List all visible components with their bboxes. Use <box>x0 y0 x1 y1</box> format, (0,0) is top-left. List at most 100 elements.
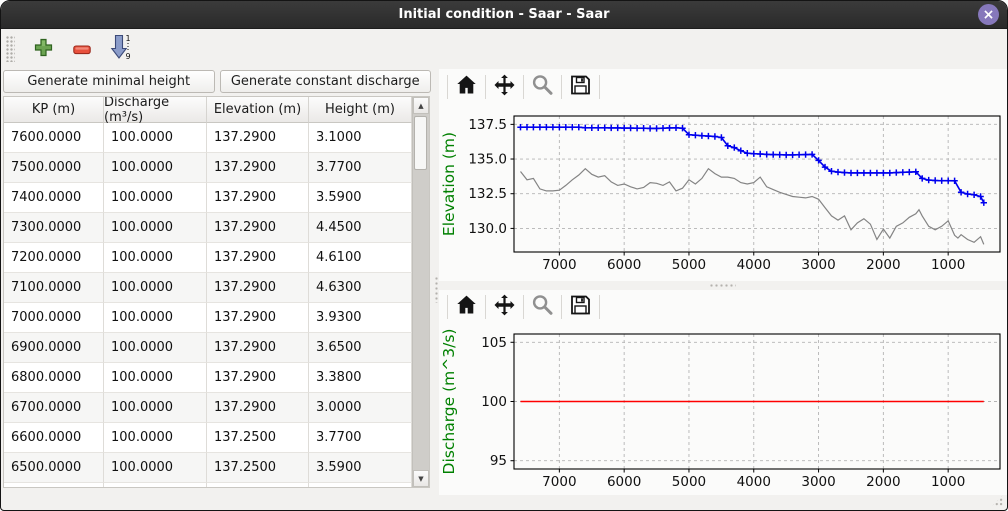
table-row[interactable]: 7500.0000 100.0000 137.2900 3.7700 <box>4 153 412 183</box>
column-header-height[interactable]: Height (m) <box>309 97 412 123</box>
table-cell[interactable]: 4.6300 <box>309 273 412 303</box>
table-cell[interactable]: 100.0000 <box>104 123 207 153</box>
scroll-down-button[interactable]: ▼ <box>413 470 429 487</box>
table-cell[interactable]: 100.0000 <box>104 363 207 393</box>
table-row[interactable]: 7000.0000 100.0000 137.2900 3.9300 <box>4 303 412 333</box>
toolbar-separator <box>485 295 486 319</box>
initial-condition-panel: Generate minimal height Generate constan… <box>1 69 433 510</box>
table-cell[interactable]: 137.2900 <box>207 183 309 213</box>
row-toolbar: 1 9 <box>1 29 1007 69</box>
table-cell[interactable]: 100.0000 <box>104 273 207 303</box>
table-cell[interactable]: 137.2900 <box>207 393 309 423</box>
table-row[interactable]: 7100.0000 100.0000 137.2900 4.6300 <box>4 273 412 303</box>
table-row[interactable]: 7600.0000 100.0000 137.2900 3.1000 <box>4 123 412 153</box>
pan-button[interactable] <box>491 74 518 101</box>
svg-text:7000: 7000 <box>542 257 576 273</box>
table-cell[interactable]: 100.0000 <box>104 333 207 363</box>
column-header-elevation[interactable]: Elevation (m) <box>207 97 309 123</box>
table-row[interactable] <box>4 483 412 487</box>
home-button[interactable] <box>453 74 480 101</box>
table-cell[interactable]: 7500.0000 <box>4 153 104 183</box>
table-cell[interactable]: 4.4500 <box>309 213 412 243</box>
table-row[interactable]: 7400.0000 100.0000 137.2900 3.5900 <box>4 183 412 213</box>
table-row[interactable]: 6800.0000 100.0000 137.2900 3.3800 <box>4 363 412 393</box>
table-cell[interactable]: 6700.0000 <box>4 393 104 423</box>
plots-splitter[interactable] <box>439 281 1007 290</box>
generate-minimal-height-button[interactable]: Generate minimal height <box>3 70 215 93</box>
table-cell[interactable]: 6800.0000 <box>4 363 104 393</box>
table-cell[interactable] <box>4 483 104 487</box>
resize-grip-icon[interactable] <box>991 494 1004 507</box>
sort-rows-button[interactable]: 1 9 <box>108 34 134 62</box>
table-cell[interactable]: 137.2900 <box>207 363 309 393</box>
scroll-up-button[interactable]: ▲ <box>413 97 429 114</box>
zoom-button[interactable] <box>529 74 556 101</box>
save-button[interactable] <box>567 294 594 321</box>
column-header-discharge[interactable]: Discharge (m³/s) <box>104 97 207 125</box>
table-cell[interactable]: 3.5900 <box>309 183 412 213</box>
delete-row-button[interactable] <box>69 36 95 62</box>
table-cell[interactable] <box>309 483 412 487</box>
zoom-button[interactable] <box>529 294 556 321</box>
table-cell[interactable]: 137.2900 <box>207 123 309 153</box>
table-header: KP (m) Discharge (m³/s) Elevation (m) He… <box>4 97 412 125</box>
table-cell[interactable]: 137.2900 <box>207 153 309 183</box>
table-cell[interactable]: 137.2900 <box>207 243 309 273</box>
table-cell[interactable]: 7400.0000 <box>4 183 104 213</box>
table-cell[interactable]: 3.7700 <box>309 153 412 183</box>
toolbar-grip[interactable] <box>6 36 15 62</box>
table-cell[interactable]: 100.0000 <box>104 243 207 273</box>
pan-button[interactable] <box>491 294 518 321</box>
titlebar[interactable]: Initial condition - Saar - Saar × <box>1 1 1007 29</box>
table-cell[interactable]: 7100.0000 <box>4 273 104 303</box>
table-cell[interactable]: 137.2900 <box>207 303 309 333</box>
table-cell[interactable]: 7000.0000 <box>4 303 104 333</box>
table-cell[interactable]: 3.6500 <box>309 333 412 363</box>
table-cell[interactable]: 100.0000 <box>104 153 207 183</box>
table-cell[interactable]: 100.0000 <box>104 213 207 243</box>
add-row-button[interactable] <box>30 36 56 62</box>
close-button[interactable]: × <box>978 4 999 25</box>
table-cell[interactable]: 137.2500 <box>207 423 309 453</box>
table-cell[interactable]: 7200.0000 <box>4 243 104 273</box>
table-cell[interactable]: 6900.0000 <box>4 333 104 363</box>
table-cell[interactable]: 6600.0000 <box>4 423 104 453</box>
table-row[interactable]: 7200.0000 100.0000 137.2900 4.6100 <box>4 243 412 273</box>
table-cell[interactable]: 7600.0000 <box>4 123 104 153</box>
scrollbar-thumb[interactable] <box>414 116 427 170</box>
table-row[interactable]: 6500.0000 100.0000 137.2500 3.5900 <box>4 453 412 483</box>
table-cell[interactable]: 3.7700 <box>309 423 412 453</box>
table-cell[interactable] <box>104 483 207 487</box>
table-cell[interactable]: 137.2500 <box>207 453 309 483</box>
table-cell[interactable] <box>207 483 309 487</box>
table-row[interactable]: 6600.0000 100.0000 137.2500 3.7700 <box>4 423 412 453</box>
table-cell[interactable]: 3.3800 <box>309 363 412 393</box>
table-cell[interactable]: 3.1000 <box>309 123 412 153</box>
table-cell[interactable]: 3.0000 <box>309 393 412 423</box>
table-row[interactable]: 7300.0000 100.0000 137.2900 4.4500 <box>4 213 412 243</box>
table-cell[interactable]: 4.6100 <box>309 243 412 273</box>
table-cell[interactable]: 100.0000 <box>104 183 207 213</box>
save-button[interactable] <box>567 74 594 101</box>
table-scrollbar[interactable]: ▲ ▼ <box>412 97 429 487</box>
table-cell[interactable]: 3.5900 <box>309 453 412 483</box>
table-cell[interactable]: 7300.0000 <box>4 213 104 243</box>
table-cell[interactable]: 100.0000 <box>104 423 207 453</box>
table-row[interactable]: 6700.0000 100.0000 137.2900 3.0000 <box>4 393 412 423</box>
table-cell[interactable]: 100.0000 <box>104 303 207 333</box>
table-cell[interactable]: 3.9300 <box>309 303 412 333</box>
svg-text:6000: 6000 <box>607 474 641 490</box>
minus-icon <box>73 40 91 59</box>
table-cell[interactable]: 137.2900 <box>207 213 309 243</box>
table-cell[interactable]: 137.2900 <box>207 333 309 363</box>
table-cell[interactable]: 100.0000 <box>104 393 207 423</box>
table-cell[interactable]: 137.2900 <box>207 273 309 303</box>
table-cell[interactable]: 6500.0000 <box>4 453 104 483</box>
column-header-kp[interactable]: KP (m) <box>4 97 104 123</box>
table-row[interactable]: 6900.0000 100.0000 137.2900 3.6500 <box>4 333 412 363</box>
home-button[interactable] <box>453 294 480 321</box>
generate-constant-discharge-button[interactable]: Generate constant discharge <box>219 70 431 93</box>
table-cell[interactable]: 100.0000 <box>104 453 207 483</box>
panel-splitter[interactable] <box>433 69 439 510</box>
scrollbar-track[interactable] <box>413 114 429 470</box>
